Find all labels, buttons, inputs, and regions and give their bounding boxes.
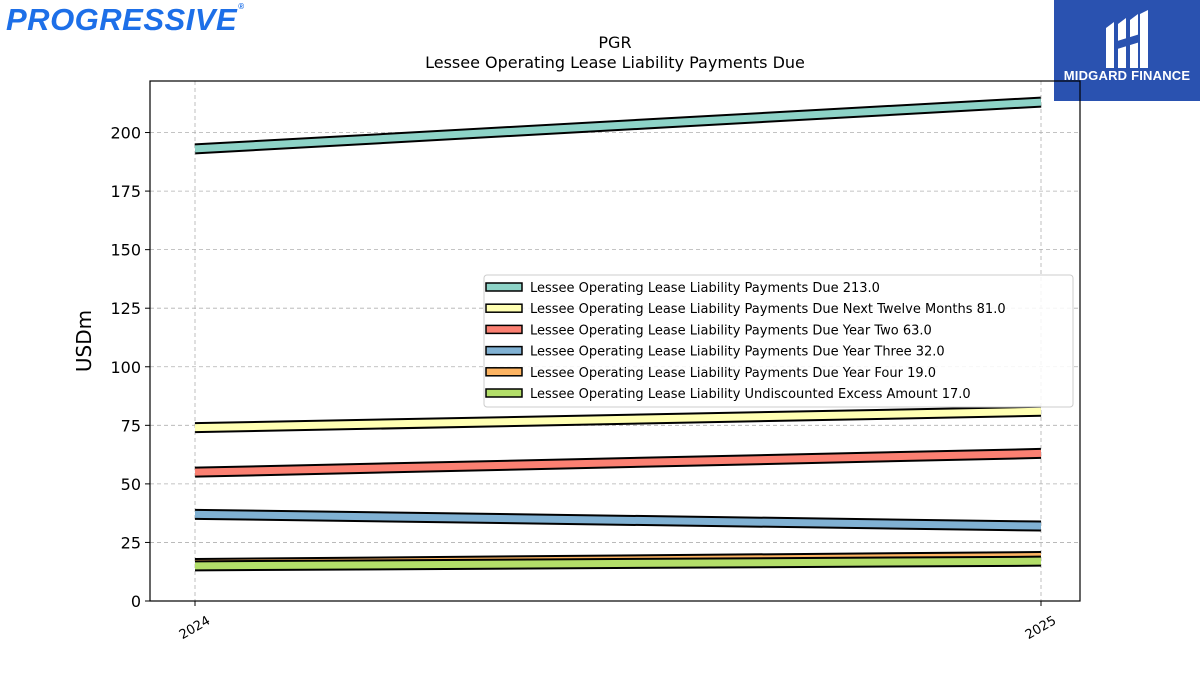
y-tick-label: 200 [110, 124, 141, 143]
legend-label: Lessee Operating Lease Liability Payment… [530, 323, 932, 338]
legend-swatch [485, 324, 523, 335]
legend-swatch [485, 345, 523, 356]
plot-frame [149, 80, 1081, 602]
legend-swatch [485, 282, 523, 292]
progressive-logo-text: PROGRESSIVE [6, 2, 238, 37]
series-line [194, 98, 1042, 153]
series-line [194, 449, 1042, 476]
y-tick-label: 175 [110, 182, 141, 201]
progressive-logo: PROGRESSIVE® [6, 2, 245, 38]
midgard-finance-logo: MIDGARD FINANCE [1054, 0, 1200, 101]
y-tick-label: 25 [121, 533, 141, 552]
y-tick-label: 0 [131, 592, 141, 611]
x-tick-label: 2024 [177, 613, 213, 643]
midgard-finance-text: MIDGARD FINANCE [1063, 68, 1191, 83]
legend-swatch [485, 367, 523, 377]
midgard-monogram-icon [1106, 10, 1148, 68]
y-tick-label: 75 [121, 416, 141, 435]
legend-label: Lessee Operating Lease Liability Payment… [530, 366, 936, 381]
x-tick-label: 2025 [1023, 613, 1059, 643]
legend-box [483, 274, 1074, 408]
legend-label: Lessee Operating Lease Liability Payment… [530, 281, 880, 296]
series-line [194, 510, 1042, 530]
chart-subtitle: Lessee Operating Lease Liability Payment… [425, 53, 805, 72]
legend-swatch [485, 303, 523, 313]
registered-mark: ® [238, 2, 245, 11]
legend-label: Lessee Operating Lease Liability Undisco… [530, 387, 971, 402]
legend: Lessee Operating Lease Liability Payment… [483, 274, 1074, 408]
legend-label: Lessee Operating Lease Liability Payment… [530, 345, 945, 360]
series-line [194, 407, 1042, 432]
legend-label: Lessee Operating Lease Liability Payment… [530, 302, 1006, 317]
y-axis-label: USDm [72, 310, 96, 372]
legend-swatch [485, 388, 523, 398]
y-tick-label: 100 [110, 358, 141, 377]
y-tick-label: 50 [121, 475, 141, 494]
series-line [194, 557, 1042, 570]
x-axis-ticks: 2024 2025 [177, 601, 1059, 643]
chart-title: PGR [598, 33, 631, 52]
y-tick-label: 150 [110, 241, 141, 260]
series-lines [194, 96, 1042, 572]
y-axis-ticks: 0 25 50 75 100 125 150 175 200 [110, 124, 150, 611]
y-tick-label: 125 [110, 299, 141, 318]
